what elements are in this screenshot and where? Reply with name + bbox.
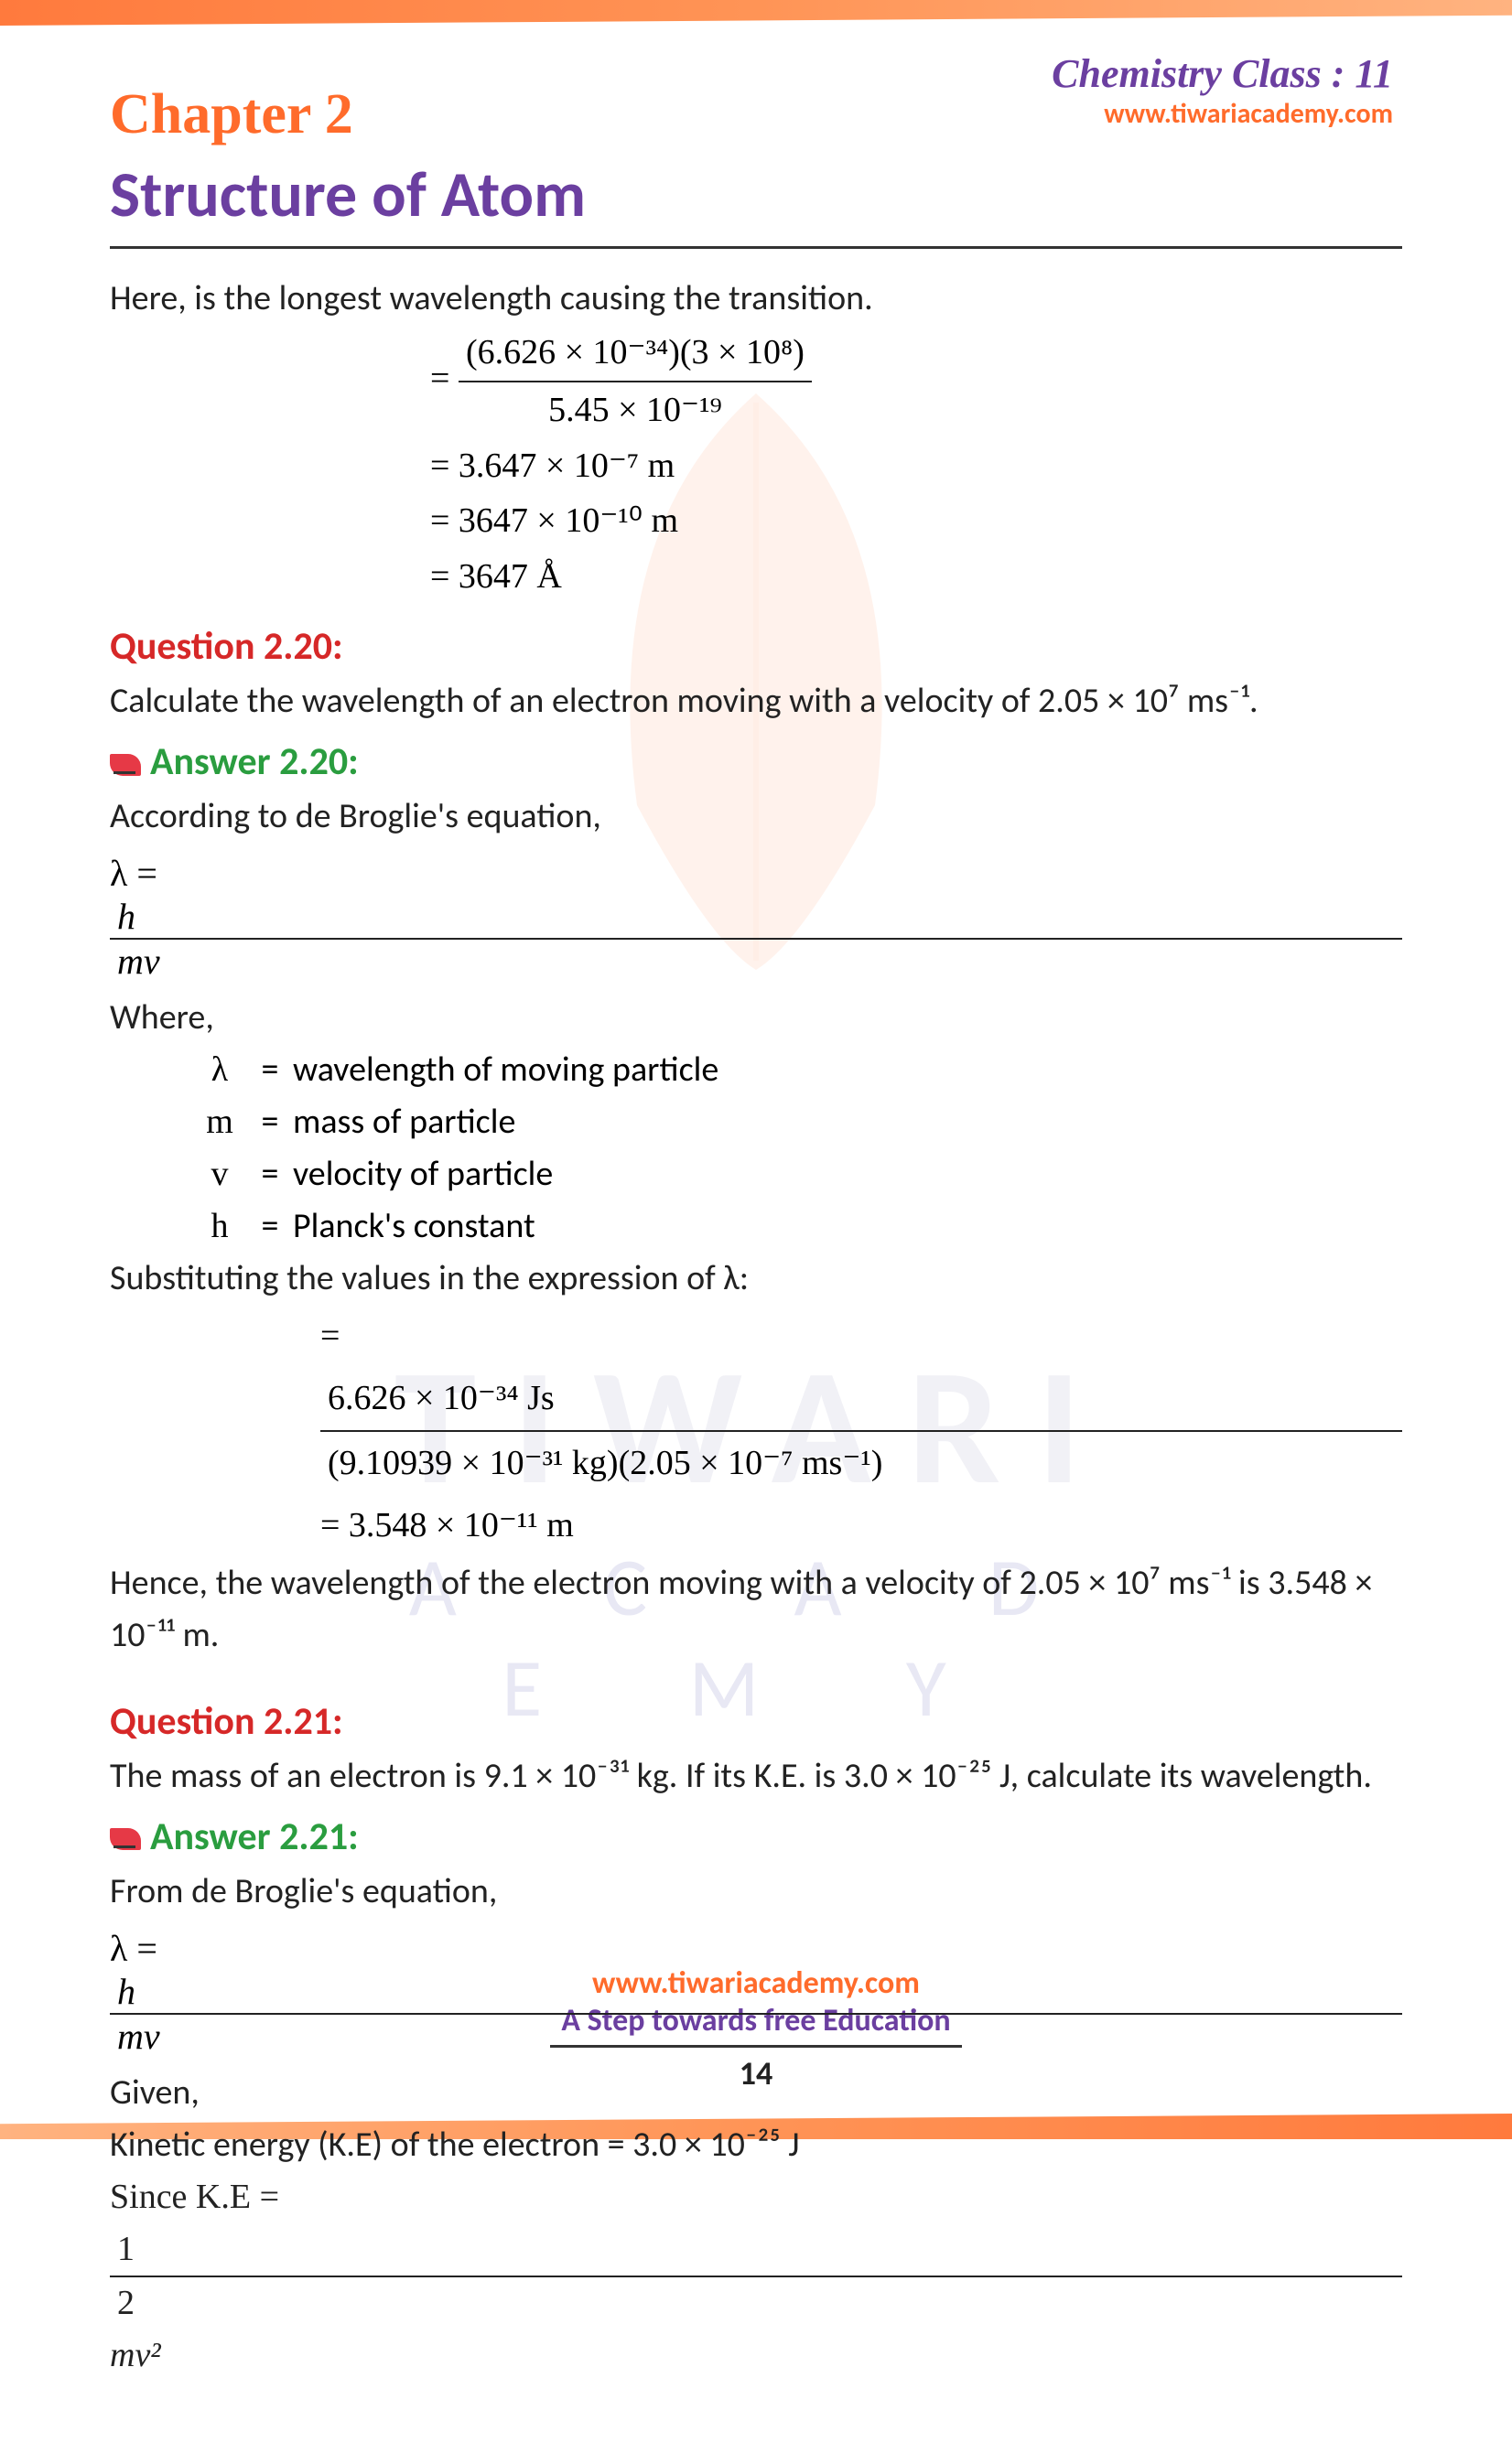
a20-formula: λ = hmv [110, 852, 1402, 983]
formula-lhs: λ = [110, 1928, 157, 1969]
q20-heading: Question 2.20: [110, 623, 1402, 670]
q21-heading: Question 2.21: [110, 1698, 1402, 1745]
a20-calculation: = 6.626 × 10⁻³⁴ Js(9.10939 × 10⁻³¹ kg)(2… [320, 1305, 1402, 1557]
a20-heading-text: Answer 2.20: [150, 738, 359, 785]
a20-conclusion: Hence, the wavelength of the electron mo… [110, 1557, 1402, 1662]
def-eq: = [247, 1096, 293, 1148]
a20-where: Where, [110, 992, 1402, 1044]
def-sym: v [192, 1148, 247, 1200]
formula-den: mv [110, 940, 1402, 983]
calc-step3: = 3647 × 10⁻¹⁰ m [430, 493, 1402, 549]
since-pre: Since K.E = [110, 2178, 279, 2216]
a21-since-line: Since K.E = 12 mv² [110, 2171, 1402, 2382]
def-sym: λ [192, 1044, 247, 1096]
calc-numerator: (6.626 × 10⁻³⁴)(3 × 10⁸) [459, 325, 812, 382]
since-den: 2 [110, 2277, 1402, 2330]
a20-calc-den: (9.10939 × 10⁻³¹ kg)(2.05 × 10⁻⁷ ms⁻¹) [320, 1432, 1402, 1494]
def-eq: = [247, 1044, 293, 1096]
a21-heading-text: Answer 2.21: [150, 1813, 359, 1860]
def-val: velocity of particle [293, 1148, 1402, 1200]
intro-calculation: = (6.626 × 10⁻³⁴)(3 × 10⁸)5.45 × 10⁻¹⁹ =… [430, 325, 1402, 605]
since-num: 1 [110, 2223, 1402, 2277]
formula-lhs: λ = [110, 853, 157, 894]
class-title: Chemistry Class : 11 [1052, 50, 1393, 97]
answer-flag-icon [110, 754, 141, 776]
title-divider [110, 246, 1402, 249]
def-row: v=velocity of particle [192, 1148, 1402, 1200]
def-row: λ=wavelength of moving particle [192, 1044, 1402, 1096]
formula-num: h [110, 895, 1402, 940]
q20-text: Calculate the wavelength of an electron … [110, 675, 1402, 727]
answer-flag-icon [110, 1828, 141, 1850]
a21-line1: From de Broglie's equation, [110, 1866, 1402, 1918]
since-post: mv² [110, 2336, 161, 2374]
a21-formula: λ = hmv [110, 1927, 1402, 2058]
a20-heading: Answer 2.20: [110, 738, 1402, 785]
page-content: Chemistry Class : 11 www.tiwariacademy.c… [0, 0, 1512, 2464]
def-sym: h [192, 1200, 247, 1253]
q21-text: The mass of an electron is 9.1 × 10⁻³¹ k… [110, 1750, 1402, 1802]
calc-step2: = 3.647 × 10⁻⁷ m [430, 438, 1402, 494]
formula-den: mv [110, 2015, 1402, 2058]
def-val: wavelength of moving particle [293, 1044, 1402, 1096]
def-eq: = [247, 1148, 293, 1200]
def-row: m=mass of particle [192, 1096, 1402, 1148]
def-eq: = [247, 1200, 293, 1253]
def-row: h=Planck's constant [192, 1200, 1402, 1253]
calc-denominator: 5.45 × 10⁻¹⁹ [459, 382, 812, 438]
a21-ke-line: Kinetic energy (K.E) of the electron = 3… [110, 2119, 1402, 2171]
calc-step4: = 3647 Å [430, 549, 1402, 605]
chapter-title: Structure of Atom [110, 155, 1402, 233]
a20-subst: Substituting the values in the expressio… [110, 1253, 1402, 1305]
def-val: mass of particle [293, 1096, 1402, 1148]
a20-definitions: λ=wavelength of moving particle m=mass o… [192, 1044, 1402, 1253]
def-val: Planck's constant [293, 1200, 1402, 1253]
a21-heading: Answer 2.21: [110, 1813, 1402, 1860]
a20-line1: According to de Broglie's equation, [110, 791, 1402, 843]
formula-num: h [110, 1970, 1402, 2015]
intro-line: Here, is the longest wavelength causing … [110, 273, 1402, 325]
header-url: www.tiwariacademy.com [1052, 97, 1393, 131]
header-right: Chemistry Class : 11 www.tiwariacademy.c… [1052, 50, 1393, 131]
a20-calc-result: = 3.548 × 10⁻¹¹ m [320, 1494, 1402, 1556]
def-sym: m [192, 1096, 247, 1148]
a21-given: Given, [110, 2067, 1402, 2119]
a20-calc-num: 6.626 × 10⁻³⁴ Js [320, 1367, 1402, 1431]
